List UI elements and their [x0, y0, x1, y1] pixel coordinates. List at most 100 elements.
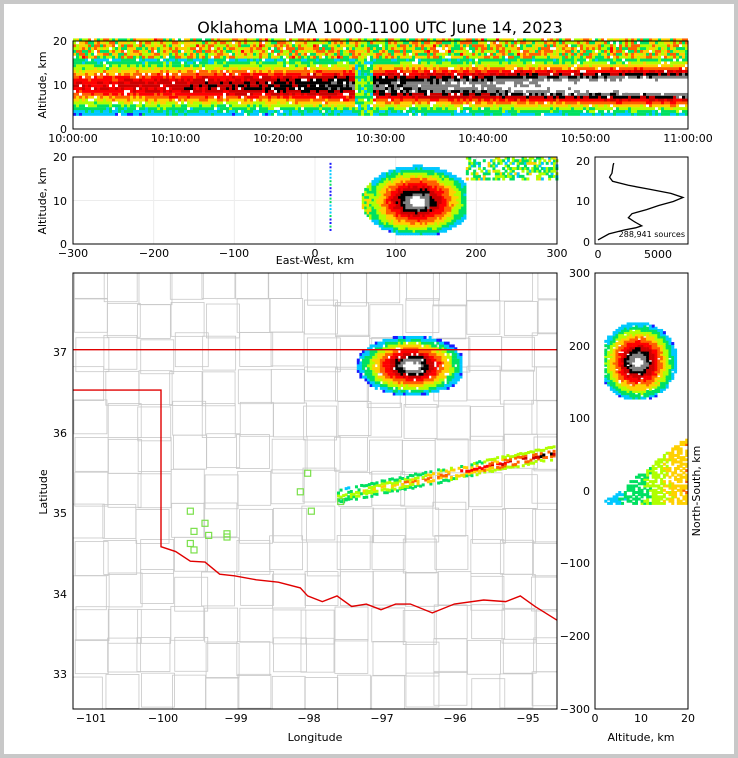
density-cell — [439, 107, 442, 111]
density-cell — [529, 69, 532, 73]
density-cell — [613, 69, 616, 73]
density-cell — [580, 61, 583, 65]
density-cell — [199, 92, 202, 96]
density-cell — [475, 47, 478, 51]
density-cell — [490, 75, 493, 79]
density-cell — [598, 75, 601, 79]
density-cell — [154, 52, 157, 56]
density-cell — [256, 64, 259, 68]
density-cell — [349, 109, 352, 113]
density-cell — [478, 38, 481, 42]
density-cell — [88, 52, 91, 56]
density-cell — [355, 55, 358, 59]
density-cell — [160, 61, 163, 65]
density-cell — [220, 109, 223, 113]
density-cell — [526, 78, 529, 82]
density-cell — [94, 75, 97, 79]
density-cell — [625, 41, 628, 45]
density-cell — [490, 95, 493, 99]
density-cell — [109, 38, 112, 42]
density-cell — [622, 69, 625, 73]
density-cell — [256, 41, 259, 45]
density-cell — [490, 49, 493, 53]
density-cell — [604, 81, 607, 85]
density-cell — [595, 52, 598, 56]
density-cell — [358, 107, 361, 111]
density-cell — [589, 49, 592, 53]
density-cell — [412, 87, 415, 91]
density-cell — [169, 87, 172, 91]
density-cell — [430, 64, 433, 68]
density-cell — [211, 107, 214, 111]
density-cell — [556, 92, 559, 96]
density-cell — [322, 64, 325, 68]
density-cell — [325, 44, 328, 48]
density-cell — [403, 38, 406, 42]
density-cell — [448, 84, 451, 88]
density-cell — [640, 69, 643, 73]
density-cell — [148, 47, 151, 51]
density-cell — [427, 72, 430, 76]
density-cell — [118, 75, 121, 79]
density-cell — [181, 95, 184, 99]
density-cell — [613, 41, 616, 45]
density-cell — [649, 101, 652, 105]
density-cell — [250, 107, 253, 111]
density-cell — [478, 78, 481, 82]
density-cell — [331, 49, 334, 53]
density-cell — [79, 72, 82, 76]
density-cell — [328, 109, 331, 113]
density-cell — [424, 78, 427, 82]
density-cell — [346, 95, 349, 99]
density-cell — [400, 95, 403, 99]
density-cell — [583, 75, 586, 79]
density-cell — [646, 64, 649, 68]
density-cell — [523, 55, 526, 59]
density-cell — [481, 72, 484, 76]
density-cell — [478, 47, 481, 51]
density-cell — [91, 112, 94, 116]
density-cell — [496, 92, 499, 96]
density-cell — [199, 75, 202, 79]
density-cell — [121, 75, 124, 79]
density-cell — [505, 49, 508, 53]
density-cell — [157, 64, 160, 68]
density-cell — [382, 58, 385, 62]
density-cell — [643, 95, 646, 99]
density-cell — [307, 38, 310, 42]
density-cell — [493, 72, 496, 76]
density-cell — [364, 78, 367, 82]
density-cell — [202, 55, 205, 59]
density-cell — [640, 38, 643, 42]
density-cell — [151, 75, 154, 79]
density-cell — [616, 98, 619, 102]
density-cell — [436, 84, 439, 88]
density-cell — [523, 61, 526, 65]
density-cell — [529, 64, 532, 68]
density-cell — [208, 38, 211, 42]
density-cell — [364, 72, 367, 76]
density-cell — [370, 41, 373, 45]
density-cell — [190, 87, 193, 91]
density-cell — [550, 55, 553, 59]
density-cell — [307, 107, 310, 111]
density-cell — [223, 72, 226, 76]
density-cell — [622, 87, 625, 91]
density-cell — [565, 52, 568, 56]
density-cell — [73, 95, 76, 99]
density-cell — [514, 92, 517, 96]
density-cell — [565, 41, 568, 45]
density-cell — [160, 67, 163, 71]
density-cell — [157, 107, 160, 111]
density-cell — [268, 101, 271, 105]
density-cell — [598, 84, 601, 88]
density-cell — [358, 109, 361, 113]
density-cell — [532, 112, 535, 116]
density-cell — [316, 87, 319, 91]
density-cell — [535, 67, 538, 71]
density-cell — [553, 89, 556, 93]
density-cell — [646, 49, 649, 53]
density-cell — [244, 58, 247, 62]
density-cell — [550, 109, 553, 113]
density-cell — [94, 112, 97, 116]
